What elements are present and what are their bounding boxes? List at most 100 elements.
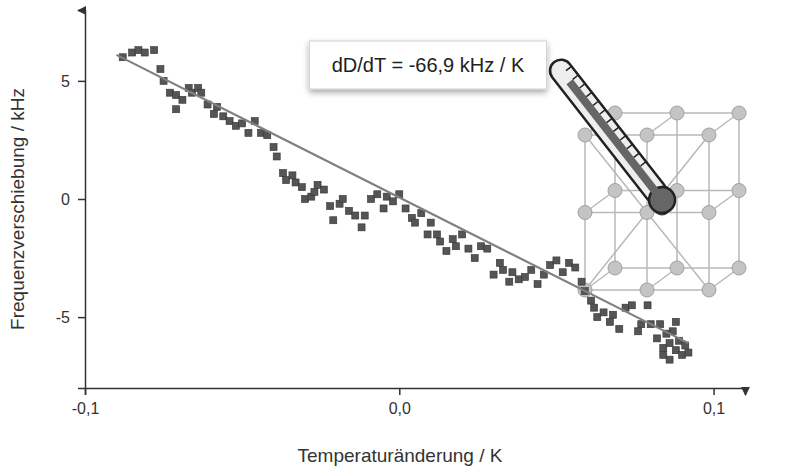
thermometer-scale (607, 118, 613, 122)
thermometer-scale (573, 75, 579, 79)
data-point (484, 245, 491, 252)
tick-label: -5 (56, 309, 70, 326)
tick: 0,0 (389, 388, 411, 417)
data-point (628, 302, 635, 309)
data-point (594, 314, 601, 321)
thermometer-scale (600, 110, 606, 114)
data-point (610, 311, 617, 318)
data-point (374, 191, 381, 198)
data-point (380, 205, 387, 212)
data-point (666, 356, 673, 363)
data-point (600, 309, 607, 316)
data-point (289, 172, 296, 179)
thermometer-scale (641, 162, 647, 166)
lattice-atom (732, 184, 746, 198)
annotation-box (309, 41, 546, 89)
lattice-bond (647, 213, 709, 291)
data-point (660, 344, 667, 351)
data-point (528, 266, 535, 273)
tick: 0 (61, 191, 85, 208)
lattice-bond (585, 213, 647, 291)
data-point (553, 257, 560, 264)
data-point (368, 196, 375, 203)
data-point (258, 129, 265, 136)
lattice-atom (608, 261, 622, 275)
chart: -0,10,00,1-505Temperaturänderung / KFreq… (0, 0, 805, 474)
data-point (302, 196, 309, 203)
data-point (452, 243, 459, 250)
data-point (226, 118, 233, 125)
data-point (559, 269, 566, 276)
data-point (339, 196, 346, 203)
data-point (496, 259, 503, 266)
tick: -5 (56, 309, 85, 326)
thermometer-fluid (566, 79, 665, 202)
tick-mark (399, 388, 401, 395)
lattice-atom (732, 106, 746, 120)
data-point (522, 273, 529, 280)
y-axis: -505 (56, 11, 86, 389)
x-axis-title: Temperaturänderung / K (298, 445, 503, 466)
data-point (390, 198, 397, 205)
data-point (672, 318, 679, 325)
lattice-atom (670, 261, 684, 275)
data-point (361, 212, 368, 219)
data-point (320, 186, 327, 193)
data-point (566, 259, 573, 266)
data-point (672, 347, 679, 354)
tick: -0,1 (72, 388, 100, 417)
thermometer (544, 54, 680, 218)
tick-label: 0,1 (703, 400, 725, 417)
data-point (506, 278, 513, 285)
data-point (311, 188, 318, 195)
data-point (606, 318, 613, 325)
data-point (358, 224, 365, 231)
tick-mark (713, 388, 715, 395)
data-point (465, 245, 472, 252)
data-point (352, 212, 359, 219)
thermometer-scale (593, 101, 599, 105)
data-point (616, 325, 623, 332)
data-point (314, 181, 321, 188)
data-point (459, 231, 466, 238)
data-point (166, 89, 173, 96)
data-point (635, 328, 642, 335)
data-point (437, 238, 444, 245)
data-point (515, 276, 522, 283)
data-point (500, 266, 507, 273)
thermometer-scale (580, 84, 586, 88)
thermometer-tube (546, 55, 671, 206)
lattice-atom (670, 106, 684, 120)
annotation: dD/dT = -66,9 kHz / K (309, 41, 546, 89)
data-point (280, 170, 287, 177)
thermometer-scale (613, 127, 619, 131)
data-point (666, 340, 673, 347)
data-point (478, 243, 485, 250)
data-point (346, 207, 353, 214)
thermometer-scale (634, 153, 640, 157)
tick-label: 0,0 (389, 400, 411, 417)
data-point (283, 177, 290, 184)
data-point (245, 129, 252, 136)
data-point (157, 66, 164, 73)
data-point (654, 335, 661, 342)
data-point (402, 205, 409, 212)
data-point (572, 264, 579, 271)
lattice-atom (578, 128, 592, 142)
data-point (509, 269, 516, 276)
data-point (578, 278, 585, 285)
data-point (471, 255, 478, 262)
lattice-atom (640, 128, 654, 142)
data-point (547, 262, 554, 269)
data-point (534, 281, 541, 288)
tick-mark (78, 81, 85, 83)
data-point (679, 351, 686, 358)
data-point (412, 219, 419, 226)
data-point (179, 96, 186, 103)
data-point (490, 271, 497, 278)
data-point (685, 349, 692, 356)
plot-area (116, 47, 691, 363)
lattice-atom (640, 283, 654, 297)
fit-line (116, 55, 688, 343)
data-point (141, 49, 148, 56)
